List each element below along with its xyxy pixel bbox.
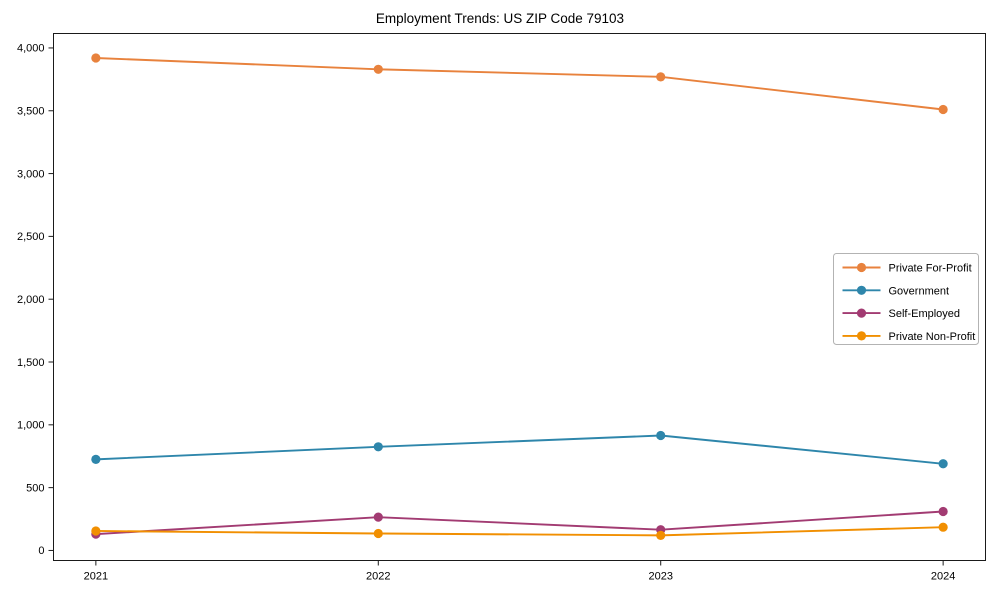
series-line-government — [94, 434, 945, 465]
data-point-government-2023 — [656, 430, 666, 441]
legend-label: Government — [889, 285, 950, 297]
y-tick-label: 500 — [26, 482, 44, 494]
y-tick-label: 1,000 — [17, 420, 45, 432]
data-point-private-non-profit-2024 — [938, 522, 948, 532]
axes-frame — [53, 33, 986, 561]
legend-marker — [856, 285, 867, 295]
legend-label: Private Non-Profit — [889, 331, 976, 343]
legend-marker — [856, 262, 867, 273]
chart-title: Employment Trends: US ZIP Code 79103 — [375, 11, 625, 26]
data-point-self-employed-2024 — [938, 506, 948, 517]
y-tick-label: 1,500 — [17, 357, 45, 369]
series-line-self-employed — [94, 510, 945, 536]
y-tick-label: 2,000 — [17, 294, 45, 306]
y-tick-label: 2,500 — [17, 231, 45, 243]
legend-label: Self-Employed — [889, 308, 961, 320]
data-point-private-for-profit-2023 — [656, 72, 666, 82]
data-point-private-for-profit-2022 — [373, 64, 383, 74]
x-tick-label: 2023 — [648, 571, 672, 583]
series-line-private-for-profit — [94, 57, 945, 111]
legend-entry-government: Government — [842, 285, 950, 297]
series-private-for-profit — [91, 53, 948, 115]
legend: Private For-Profit Government Self-Employe… — [833, 253, 979, 345]
legend-entry-self-employed: Self-Employed — [842, 308, 961, 320]
y-tick-label: 3,000 — [17, 168, 45, 180]
data-point-private-for-profit-2021 — [91, 53, 101, 63]
data-point-self-employed-2022 — [373, 512, 383, 522]
legend-marker — [856, 308, 867, 318]
y-tick-label: 4,000 — [17, 43, 45, 55]
legend-entry-private-non-profit: Private Non-Profit — [842, 331, 976, 343]
x-tick-label: 2024 — [931, 571, 955, 583]
legend-box — [833, 253, 979, 345]
y-tick-label: 3,500 — [17, 106, 45, 118]
x-tick-label: 2021 — [84, 571, 108, 583]
x-tick-label: 2022 — [366, 571, 390, 583]
data-point-government-2022 — [373, 442, 383, 452]
series-government — [91, 430, 948, 469]
data-point-private-non-profit-2023 — [656, 530, 666, 540]
y-tick-label: 0 — [38, 545, 44, 557]
series-line-private-non-profit — [94, 526, 945, 537]
legend-label: Private For-Profit — [889, 263, 972, 275]
data-point-government-2021 — [91, 454, 101, 464]
legend-marker — [856, 331, 867, 341]
data-point-private-non-profit-2021 — [91, 526, 101, 536]
data-point-government-2024 — [938, 459, 948, 469]
legend-entry-private-for-profit: Private For-Profit — [842, 262, 972, 275]
data-point-private-non-profit-2022 — [373, 528, 383, 539]
series-private-non-profit — [91, 522, 948, 540]
data-point-private-for-profit-2024 — [938, 104, 948, 115]
